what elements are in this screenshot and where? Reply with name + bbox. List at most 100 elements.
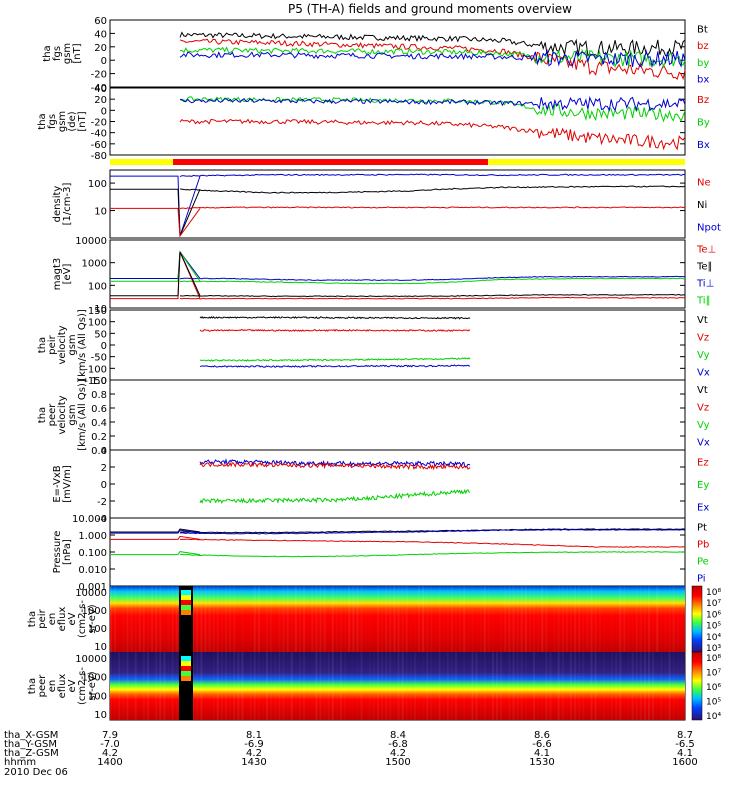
spectro-stripe	[168, 586, 170, 652]
panel-frame	[109, 19, 686, 88]
panel-5: thapeirvelocitygsm[km/s (All Qs)] 1501005…	[37, 306, 710, 387]
spectro-stripe	[340, 586, 342, 652]
spectro-stripe	[491, 652, 494, 720]
spectro-stripe	[126, 652, 129, 720]
panel-6: thapeervelocitygsm[km/s (All Qs)] 1.0 0.8 0…	[37, 376, 710, 457]
spectro-stripe	[130, 586, 133, 652]
y-tick-label: -150	[84, 376, 107, 387]
ephemeris-value: 1400	[97, 757, 122, 768]
spectro-stripe	[500, 586, 502, 652]
y-tick-label: 0	[101, 56, 107, 67]
legend-Ti∥: Ti∥	[696, 296, 711, 307]
series-red	[199, 461, 471, 471]
spectro-stripe	[237, 586, 239, 652]
spectro-stripe	[603, 652, 605, 720]
spectro-stripe	[369, 586, 371, 652]
spectro-stripe	[574, 586, 577, 652]
ephemeris-value: 1500	[385, 757, 410, 768]
spectro-stripe	[639, 652, 642, 720]
y-tick-label: 20	[94, 95, 107, 106]
spectro-stripe	[590, 652, 593, 720]
spectro-stripe	[430, 586, 432, 652]
ephemeris-value: 8.4	[390, 730, 406, 741]
ylabel-line: magt3	[52, 258, 63, 291]
spectro-stripe	[603, 586, 605, 652]
panel-ylabel: thapeirenefluxeV(cm2-s-sr-eV)	[27, 600, 98, 638]
spectro-stripe	[496, 586, 498, 652]
colorbar-label: 10⁴	[706, 712, 721, 722]
panel-frame	[109, 87, 686, 156]
legend-Pb: Pb	[697, 540, 709, 551]
panel-ylabel: thapeirvelocitygsm[km/s (All Qs)]	[37, 309, 88, 381]
spectro-stripe	[463, 586, 466, 652]
spectro-stripe	[294, 586, 297, 652]
spectro-stripe	[299, 652, 301, 720]
y-tick-label: 10	[94, 710, 107, 721]
spectro-stripe	[443, 652, 445, 720]
panel-frame	[109, 309, 686, 381]
spectro-stripe	[516, 586, 519, 652]
spectro-stripe	[541, 652, 543, 720]
spectro-stripe	[565, 586, 568, 652]
spectro-stripe	[176, 652, 178, 720]
spectro-stripe	[488, 586, 490, 652]
legend-By: By	[697, 118, 710, 129]
panel-frame	[109, 169, 686, 239]
ephemeris-value: 8.7	[677, 730, 693, 741]
spectro-stripe	[303, 586, 306, 652]
spectro-stripe	[204, 652, 206, 720]
spectro-stripe	[138, 586, 141, 652]
spectro-stripe	[270, 586, 272, 652]
legend-by: by	[697, 58, 709, 69]
spectro-stripe	[447, 586, 449, 652]
spectro-stripe	[315, 652, 318, 720]
y-tick-label: 100	[88, 281, 107, 292]
spectro-stripe	[677, 652, 679, 720]
spectro-stripe	[397, 652, 400, 720]
spectro-stripe	[631, 652, 634, 720]
ylabel-line: peir	[37, 608, 48, 628]
spectro-stripe	[492, 586, 494, 652]
spectro-stripe	[134, 652, 137, 720]
spectro-stripe	[139, 652, 141, 720]
spectro-stripe	[373, 652, 375, 720]
legend-Ti⊥: Ti⊥	[696, 279, 714, 290]
spectro-stripe	[607, 586, 609, 652]
legend-Pe: Pe	[697, 557, 709, 568]
spectro-stripe	[615, 652, 618, 720]
spectro-stripe	[512, 652, 515, 720]
spectrogram-1	[110, 586, 685, 652]
colorbar	[691, 585, 703, 653]
colorbar-label: 10⁸	[706, 654, 721, 664]
y-tick-label: 50	[94, 329, 107, 340]
colorbar-label: 10⁵	[706, 622, 721, 632]
ylabel-line: tha	[37, 113, 48, 129]
legend-bx: bx	[697, 75, 709, 86]
ylabel-line: sr-eV)	[87, 671, 98, 700]
spectro-stripe	[475, 652, 478, 720]
spectro-stripe	[348, 586, 351, 652]
spectro-stripe	[319, 652, 322, 720]
spectro-stripe	[216, 586, 219, 652]
ephemeris-value: 4.1	[534, 748, 550, 759]
ylabel-line: gsm	[62, 43, 73, 64]
spectro-stripe	[516, 652, 519, 720]
spectro-stripe	[270, 652, 272, 720]
legend-Vy: Vy	[697, 350, 710, 361]
spectro-stripe	[328, 586, 330, 652]
panel-ylabel: thafgsgsm(de)[nT]	[37, 111, 88, 132]
spectro-stripe	[615, 586, 617, 652]
series-blue	[179, 96, 686, 112]
colorbar-label: 10⁷	[706, 669, 721, 679]
spectro-stripe	[241, 586, 243, 652]
y-tick-label: -40	[91, 83, 107, 94]
panel-ylabel: thapeerenefluxeV(cm2-s-sr-eV)	[27, 667, 98, 705]
spectro-gap-band	[181, 600, 191, 605]
spectro-stripe	[290, 652, 293, 720]
y-tick-label: 40	[94, 29, 107, 40]
y-tick-label: 2	[101, 463, 107, 474]
panel-ylabel: thafgsgsm[nT]	[42, 43, 83, 64]
y-tick-label: 0	[101, 341, 107, 352]
